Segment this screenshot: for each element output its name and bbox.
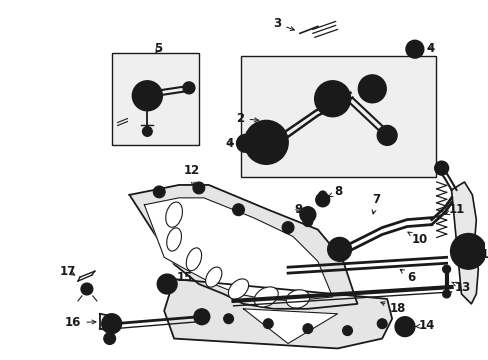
Circle shape [315,193,329,207]
Circle shape [157,274,177,294]
Circle shape [449,234,485,269]
Ellipse shape [186,248,201,271]
Text: 10: 10 [407,232,427,246]
Circle shape [194,309,209,325]
Bar [111,53,199,145]
Circle shape [318,191,326,199]
Circle shape [102,314,122,334]
Circle shape [132,81,162,111]
Circle shape [323,90,341,108]
Ellipse shape [254,287,278,307]
Circle shape [358,75,386,103]
Text: 8: 8 [328,185,342,198]
Circle shape [376,319,386,329]
Bar [241,56,435,177]
Text: 7: 7 [371,193,380,214]
Text: 17: 17 [60,265,76,278]
Text: 2: 2 [236,112,258,125]
Ellipse shape [285,290,309,308]
Ellipse shape [166,228,181,251]
Circle shape [459,242,476,260]
Ellipse shape [228,279,248,299]
Circle shape [442,265,449,273]
Polygon shape [243,309,337,343]
Text: 3: 3 [273,17,294,30]
Text: 13: 13 [451,280,470,293]
Polygon shape [450,182,477,304]
Circle shape [263,319,273,329]
Circle shape [103,333,115,345]
Text: 1: 1 [476,248,488,261]
Circle shape [81,283,93,295]
Circle shape [193,182,204,194]
Circle shape [327,238,351,261]
Ellipse shape [205,267,222,287]
Polygon shape [164,279,391,348]
Circle shape [342,326,352,336]
Polygon shape [129,185,357,309]
Circle shape [365,82,379,96]
Circle shape [254,130,278,154]
Text: 9: 9 [293,203,302,216]
Text: 14: 14 [415,319,434,332]
Circle shape [394,317,414,337]
Circle shape [399,322,409,332]
Circle shape [241,139,249,147]
Circle shape [223,314,233,324]
Polygon shape [144,198,332,301]
Circle shape [106,319,117,329]
Circle shape [236,134,254,152]
Text: 11: 11 [445,203,464,216]
Circle shape [142,126,152,136]
Text: 18: 18 [380,302,406,315]
Circle shape [153,186,165,198]
Circle shape [282,222,293,234]
Circle shape [434,161,447,175]
Circle shape [244,121,287,164]
Circle shape [376,126,396,145]
Text: 4: 4 [225,137,233,150]
Circle shape [138,87,156,105]
Circle shape [302,217,312,226]
Circle shape [299,207,315,222]
Ellipse shape [165,202,182,227]
Circle shape [232,204,244,216]
Circle shape [410,45,418,53]
Circle shape [302,324,312,334]
Circle shape [314,81,350,117]
Circle shape [405,40,423,58]
Circle shape [183,82,195,94]
Text: 4: 4 [426,42,434,55]
Text: 5: 5 [154,42,162,55]
Text: 12: 12 [183,163,200,186]
Text: 16: 16 [65,316,96,329]
Circle shape [442,290,449,298]
Text: 6: 6 [399,269,414,284]
Circle shape [162,279,172,289]
Text: 15: 15 [171,271,193,284]
